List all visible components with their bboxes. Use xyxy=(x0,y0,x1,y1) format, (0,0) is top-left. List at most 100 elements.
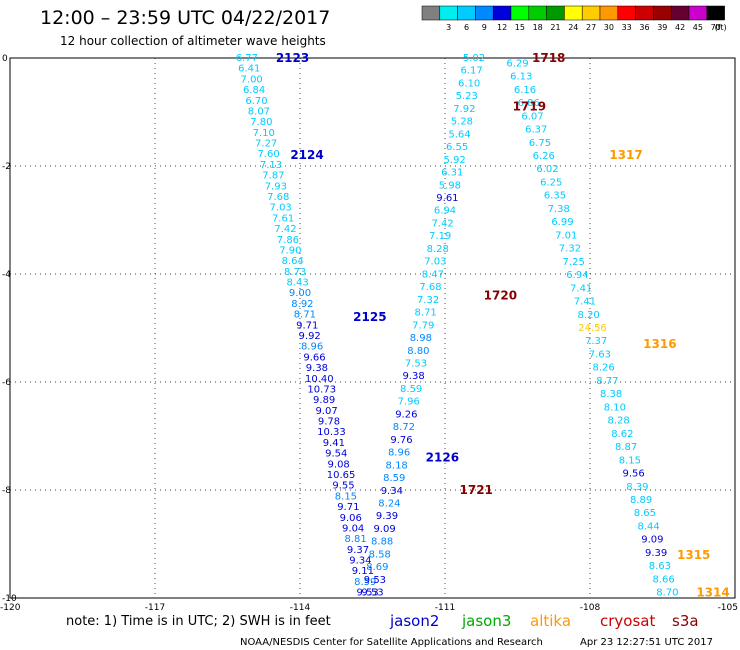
swh-value: 6.10 xyxy=(458,78,480,89)
x-tick-label: -117 xyxy=(145,603,165,613)
swh-value: 8.18 xyxy=(386,460,408,471)
swh-value: 8.47 xyxy=(422,269,444,280)
colorbar-swatch xyxy=(475,5,494,21)
swh-value: 8.88 xyxy=(371,537,393,548)
swh-value: 6.35 xyxy=(544,191,566,202)
swh-value: 7.32 xyxy=(417,295,439,306)
swh-value: 9.26 xyxy=(395,409,417,420)
swh-value: 8.71 xyxy=(294,310,316,321)
colorbar-swatch xyxy=(510,5,530,21)
y-tick-label: -4 xyxy=(2,270,11,280)
swh-value: 6.13 xyxy=(510,72,532,83)
swh-value: 9.04 xyxy=(342,523,364,534)
colorbar-swatch xyxy=(635,5,654,21)
swh-value: 7.27 xyxy=(255,139,277,150)
swh-value: 8.59 xyxy=(354,577,376,588)
colorbar-swatch xyxy=(581,5,601,21)
swh-value: 9.53 xyxy=(357,588,379,599)
swh-value: 8.72 xyxy=(393,422,415,433)
swh-value: 6.70 xyxy=(245,96,267,107)
swh-value: 8.96 xyxy=(388,448,410,459)
swh-value: 9.09 xyxy=(373,524,395,535)
pass-labels: 2123 2124 2125 2126 1718 1719 1720 1721 1317 1316… xyxy=(276,51,730,600)
swh-value: 9.39 xyxy=(376,511,398,522)
y-tick-label: -6 xyxy=(2,378,11,388)
swh-value: 8.80 xyxy=(407,346,429,357)
satellite-legend: jason2 jason3 altika cryosat s3a xyxy=(389,612,699,630)
grid xyxy=(10,58,735,598)
pass-number: 1721 xyxy=(460,483,493,497)
swh-value: 7.42 xyxy=(274,224,296,235)
swh-value: 7.13 xyxy=(260,160,282,171)
swh-value: 8.26 xyxy=(593,363,615,374)
pass-number: 2124 xyxy=(290,148,323,162)
swh-value: 6.16 xyxy=(514,85,536,96)
y-tick-label: -10 xyxy=(2,594,17,604)
swh-value: 5.28 xyxy=(451,117,473,128)
swh-value: 9.71 xyxy=(337,502,359,513)
swh-value: 6.84 xyxy=(243,85,265,96)
swh-value: 9.76 xyxy=(390,435,412,446)
satellite-legend-cryosat: cryosat xyxy=(600,612,655,630)
swh-value: 7.00 xyxy=(241,74,263,85)
swh-value: 9.06 xyxy=(340,513,362,524)
swh-value: 8.07 xyxy=(248,106,270,117)
swh-value: 8.58 xyxy=(369,549,391,560)
colorbar-label: 30 xyxy=(604,23,614,32)
swh-value: 8.81 xyxy=(344,534,366,545)
swh-value: 8.15 xyxy=(619,455,641,466)
swh-value: 6.26 xyxy=(533,151,555,162)
swh-value: 9.89 xyxy=(313,395,335,406)
pass-number: 2123 xyxy=(276,51,309,65)
swh-value: 5.02 xyxy=(463,53,485,64)
satellite-tracks: 6.776.417.006.846.708.077.807.107.277.60… xyxy=(236,53,679,599)
swh-value: 7.87 xyxy=(262,171,284,182)
colorbar-swatch xyxy=(546,5,565,21)
swh-value: 7.03 xyxy=(424,257,446,268)
swh-value: 8.43 xyxy=(286,278,308,289)
swh-value: 6.94 xyxy=(566,270,588,281)
y-tick-label: 0 xyxy=(2,54,8,64)
swh-value: 6.29 xyxy=(506,58,528,69)
swh-value: 5.98 xyxy=(439,180,461,191)
swh-value: 6.94 xyxy=(434,206,456,217)
satellite-legend-jason2: jason2 xyxy=(389,612,439,630)
swh-value: 8.63 xyxy=(649,561,671,572)
colorbar-label: 12 xyxy=(497,23,507,32)
swh-value: 6.99 xyxy=(551,217,573,228)
swh-value: 7.19 xyxy=(429,231,451,242)
swh-value: 7.10 xyxy=(253,128,275,139)
swh-value: 8.10 xyxy=(604,402,626,413)
swh-value: 6.86 xyxy=(518,98,540,109)
plot-frame xyxy=(9,57,736,599)
swh-value: 9.71 xyxy=(296,320,318,331)
swh-value: 6.17 xyxy=(460,66,482,77)
colorbar-label: 70 xyxy=(711,23,721,32)
pass-number: 1719 xyxy=(513,100,546,114)
pass-number: 2125 xyxy=(353,310,386,324)
swh-value: 7.60 xyxy=(257,149,279,160)
pass-number: 1718 xyxy=(532,51,565,65)
colorbar-label: 18 xyxy=(533,23,543,32)
colorbar-label: 15 xyxy=(515,23,525,32)
colorbar-label: 39 xyxy=(657,23,667,32)
colorbar-label: 3 xyxy=(446,23,451,32)
swh-value: 7.80 xyxy=(250,117,272,128)
colorbar-label: 33 xyxy=(622,23,632,32)
footer-credit: NOAA/NESDIS Center for Satellite Applica… xyxy=(240,637,543,648)
swh-value: 9.56 xyxy=(622,469,644,480)
swh-value: 6.55 xyxy=(446,142,468,153)
x-tick-label: -120 xyxy=(0,603,21,613)
colorbar-legend: 3 6 9 12 15 18 21 24 27 30 33 36 39 42 45 70(ft) xyxy=(421,5,727,32)
swh-value: 8.77 xyxy=(596,376,618,387)
swh-value: 10.65 xyxy=(327,470,356,481)
y-tick-label: -2 xyxy=(2,162,11,172)
swh-value: 9.61 xyxy=(436,193,458,204)
swh-value: 6.75 xyxy=(529,138,551,149)
swh-value: 9.34 xyxy=(349,556,371,567)
swh-value: 9.66 xyxy=(303,352,325,363)
colorbar-swatch xyxy=(599,5,619,21)
y-tick-label: -8 xyxy=(2,486,11,496)
track-jason2: 6.776.417.006.846.708.077.807.107.277.60… xyxy=(236,53,379,599)
swh-value: 7.90 xyxy=(279,245,301,256)
